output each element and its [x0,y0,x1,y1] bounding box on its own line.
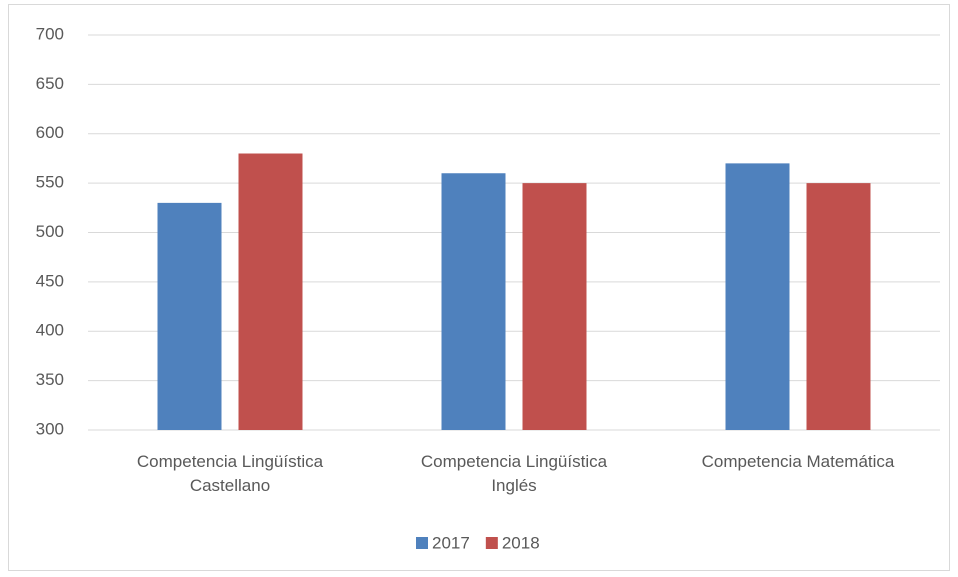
y-tick-label: 600 [36,123,64,142]
x-tick-label: Competencia Lingüística Inglés [420,452,608,495]
bar [725,163,790,430]
bar [522,183,587,430]
y-tick-label: 400 [36,321,64,340]
y-tick-label: 500 [36,222,64,241]
legend-label: 2018 [502,533,540,552]
bar [157,202,222,430]
legend-label: 2017 [432,533,470,552]
y-tick-label: 450 [36,271,64,290]
y-tick-label: 700 [36,24,64,43]
bar [441,173,506,430]
bar [238,153,303,430]
y-tick-label: 350 [36,370,64,389]
y-tick-label: 650 [36,74,64,93]
y-tick-label: 300 [36,419,64,438]
x-tick-label: Competencia Lingüística Castellano [136,452,324,495]
y-tick-label: 550 [36,173,64,192]
x-tick-label: Competencia Matemática [701,452,895,471]
legend-swatch [485,537,498,549]
legend-swatch [416,537,428,549]
bar [806,183,871,430]
